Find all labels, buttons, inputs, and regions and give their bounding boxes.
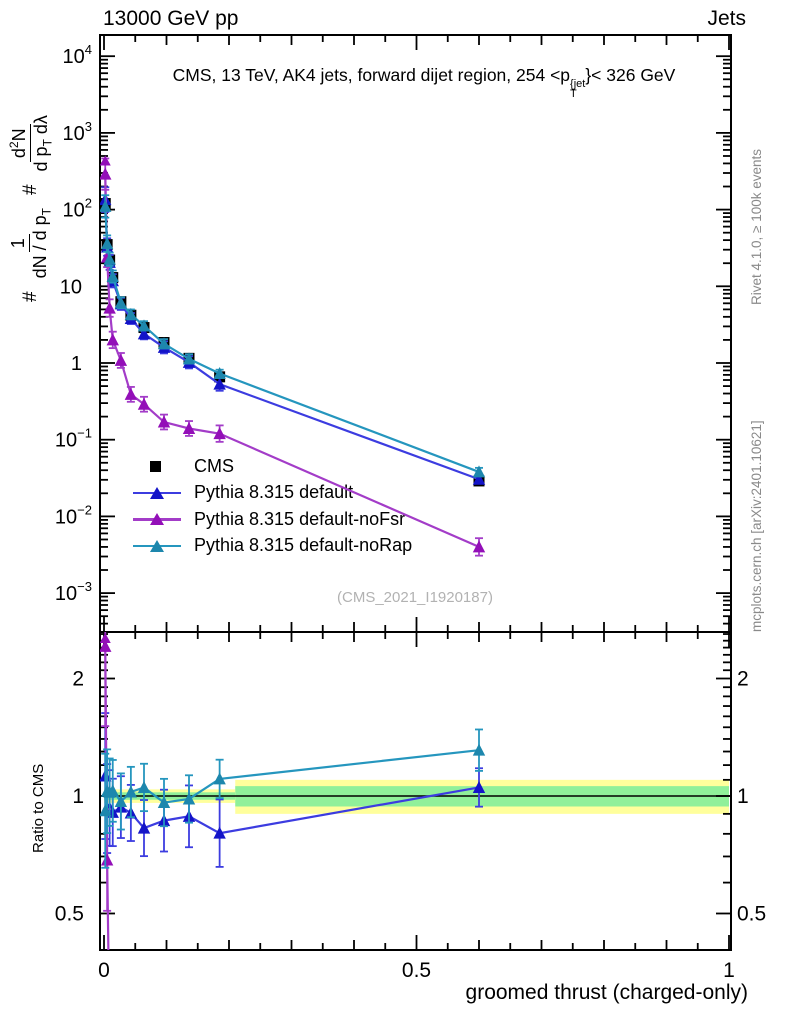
triangle-marker-icon [150,486,164,499]
tick-label: 2 [72,668,84,691]
tick-label: 103 [63,119,92,145]
up-arrow [100,633,111,643]
data-marker-triangle [106,270,119,283]
pt-subscript: T [570,88,577,100]
uncertainty-band [104,779,729,814]
data-marker-triangle [106,784,119,797]
data-marker-triangle [157,337,171,350]
data-marker-triangle [472,472,486,485]
data-marker-triangle [213,366,226,379]
series-line [104,174,480,548]
pt-superscript: {jet [570,78,586,90]
data-marker-triangle [114,296,128,309]
series-Pythia-8-315-default-noRap [100,194,486,478]
beam-energy-label: 13000 GeV pp [103,7,239,30]
plot-title: CMS, 13 TeV, AK4 jets, forward dijet reg… [98,65,750,100]
analysis-group-label: Jets [707,7,746,30]
tick-label: 0.5 [737,902,766,925]
tick-label: 1 [737,785,749,808]
data-marker-triangle [100,199,112,212]
tick-label: 10 [60,276,82,298]
tick-label: 104 [63,42,92,68]
data-marker-triangle [124,785,138,798]
data-marker-triangle [100,853,114,866]
data-marker-triangle [213,772,226,785]
legend-label: Pythia 8.315 default [194,482,354,503]
data-marker-triangle [103,252,116,265]
legend-line-triangle-marker [133,512,181,526]
plot-title-suffix: }< 326 GeV [585,65,676,85]
data-marker-triangle [157,415,171,428]
data-marker-triangle [472,465,486,478]
data-marker-triangle [472,743,486,756]
data-marker-triangle [213,377,226,390]
data-marker-triangle [124,387,138,400]
series-Pythia-8-315-default-noFsr [100,155,486,557]
legend-square-marker [133,459,181,473]
legend-line-triangle-marker [133,486,181,500]
pt-jet-scripts: {jet T [570,78,586,100]
data-marker-triangle [182,421,196,434]
data-marker-triangle [472,780,486,793]
data-marker-triangle [137,327,151,340]
legend-label: Pythia 8.315 default-noFsr [194,508,406,529]
triangle-marker-icon [150,539,164,552]
data-marker-triangle [103,301,116,314]
data-marker-triangle [213,826,226,839]
triangle-marker-icon [150,513,164,526]
legend-item-3: Pythia 8.315 default-noRap [133,533,412,560]
ratio-panel-frame [99,631,732,951]
legend-item-2: Pythia 8.315 default-noFsr [133,506,412,533]
series-Pythia-8-315-default [100,186,486,485]
data-marker-triangle [182,352,196,365]
main-panel-frame [99,34,732,633]
tick-label: 1 [71,353,82,375]
data-marker-triangle [472,540,486,553]
tick-label: 0 [98,959,110,982]
data-marker-triangle [182,792,196,805]
legend-item-0: CMS [133,453,412,480]
x-axis-label: groomed thrust (charged-only) [465,981,748,1004]
axis-ticks [100,35,731,950]
tick-label: 10−2 [55,502,92,528]
data-marker-triangle [137,821,151,834]
data-marker-triangle [100,167,112,180]
data-marker-triangle [114,353,128,366]
data-marker-triangle [157,796,171,809]
data-marker-triangle [100,639,112,652]
data-marker-triangle [114,794,128,807]
analysis-id-watermark: (CMS_2021_I1920187) [337,589,493,606]
tick-label: 102 [63,196,92,222]
data-marker-triangle [213,427,226,440]
data-marker-triangle [124,307,138,320]
tick-label: 0.5 [55,902,84,925]
data-marker-triangle [100,804,112,817]
up-arrow [100,155,111,166]
tick-label: 0.5 [402,959,431,982]
tick-label: 1 [723,959,735,982]
legend-line-triangle-marker [133,539,181,553]
data-marker-triangle [137,319,151,332]
data-marker-triangle [100,237,114,250]
black-square-icon [150,460,161,472]
legend-item-1: Pythia 8.315 default [133,480,412,507]
plot-title-text: CMS, 13 TeV, AK4 jets, forward dijet reg… [172,65,571,85]
data-marker-triangle [137,397,151,410]
tick-label: 1 [72,785,84,808]
series-Pythia-8-315-default-noRap [100,728,486,869]
tick-label: 10−1 [55,426,92,452]
data-marker-triangle [137,780,151,793]
tick-label: 10−3 [55,579,92,605]
legend-label: Pythia 8.315 default-noRap [194,535,413,556]
data-marker-triangle [106,333,119,346]
legend: CMS Pythia 8.315 default Pythia 8.315 defa… [133,453,412,559]
legend-label: CMS [194,455,234,476]
tick-label: 2 [737,668,749,691]
